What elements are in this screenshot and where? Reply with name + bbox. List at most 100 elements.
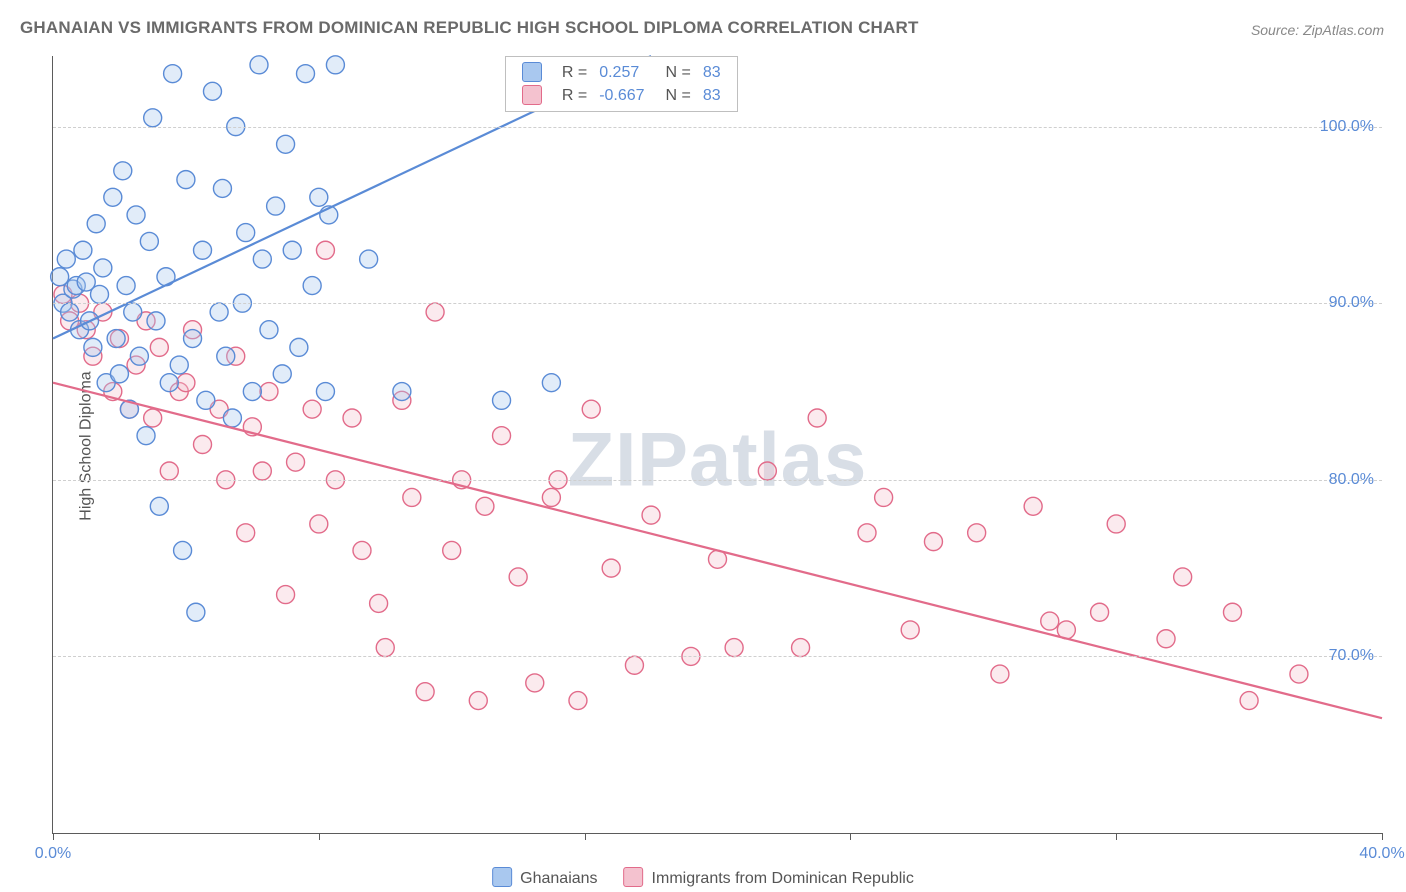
data-point [147,312,165,330]
y-tick-label: 90.0% [1329,294,1374,312]
data-point [160,462,178,480]
data-point [416,683,434,701]
data-point [177,171,195,189]
data-point [509,568,527,586]
y-tick-label: 70.0% [1329,647,1374,665]
data-point [758,462,776,480]
data-point [267,197,285,215]
x-tick [850,833,851,840]
gridline [53,480,1382,481]
data-point [150,338,168,356]
data-point [316,383,334,401]
data-point [203,82,221,100]
data-point [174,541,192,559]
data-point [1240,692,1258,710]
data-point [297,65,315,83]
legend-row-series-0: R = 0.257 N = 83 [516,61,727,84]
data-point [124,303,142,321]
data-point [1107,515,1125,533]
data-point [250,56,268,74]
data-point [316,241,334,259]
data-point [164,65,182,83]
legend-row-series-1: R = -0.667 N = 83 [516,84,727,107]
x-tick-label: 0.0% [35,845,71,863]
data-point [542,488,560,506]
data-point [277,586,295,604]
swatch-series-0 [522,62,542,82]
data-point [968,524,986,542]
data-point [1041,612,1059,630]
data-point [57,250,75,268]
data-point [223,409,241,427]
data-point [127,206,145,224]
data-point [170,356,188,374]
data-point [87,215,105,233]
data-point [642,506,660,524]
data-point [393,383,411,401]
gridline [53,656,1382,657]
data-point [493,391,511,409]
r-value-series-1: -0.667 [593,84,650,107]
data-point [273,365,291,383]
x-tick [1382,833,1383,840]
data-point [94,259,112,277]
chart-svg [53,56,1382,833]
data-point [260,321,278,339]
data-point [625,656,643,674]
n-value-series-1: 83 [697,84,727,107]
data-point [260,383,278,401]
data-point [582,400,600,418]
data-point [924,533,942,551]
n-label: N = [651,61,697,84]
x-tick [319,833,320,840]
data-point [602,559,620,577]
data-point [792,639,810,657]
y-tick-label: 100.0% [1320,118,1374,136]
data-point [243,383,261,401]
data-point [110,365,128,383]
data-point [177,374,195,392]
data-point [137,427,155,445]
data-point [160,374,178,392]
x-tick-label: 40.0% [1359,845,1404,863]
data-point [61,303,79,321]
data-point [310,515,328,533]
trend-line [53,383,1382,719]
gridline [53,303,1382,304]
data-point [1091,603,1109,621]
data-point [542,374,560,392]
data-point [237,524,255,542]
data-point [326,56,344,74]
data-point [144,109,162,127]
swatch-icon [624,867,644,887]
swatch-icon [492,867,512,887]
data-point [569,692,587,710]
data-point [353,541,371,559]
data-point [443,541,461,559]
data-point [991,665,1009,683]
data-point [290,338,308,356]
n-label: N = [651,84,697,107]
data-point [237,224,255,242]
data-point [725,639,743,657]
data-point [107,330,125,348]
data-point [1174,568,1192,586]
r-label: R = [556,61,593,84]
data-point [1223,603,1241,621]
r-label: R = [556,84,593,107]
plot-area: ZIPatlas R = 0.257 N = 83 R = -0.667 N =… [52,56,1382,834]
data-point [426,303,444,321]
y-tick-label: 80.0% [1329,471,1374,489]
data-point [117,277,135,295]
data-point [493,427,511,445]
data-point [370,594,388,612]
data-point [303,400,321,418]
data-point [144,409,162,427]
data-point [91,285,109,303]
swatch-series-1 [522,85,542,105]
data-point [310,188,328,206]
data-point [360,250,378,268]
data-point [104,188,122,206]
data-point [875,488,893,506]
x-tick [1116,833,1117,840]
